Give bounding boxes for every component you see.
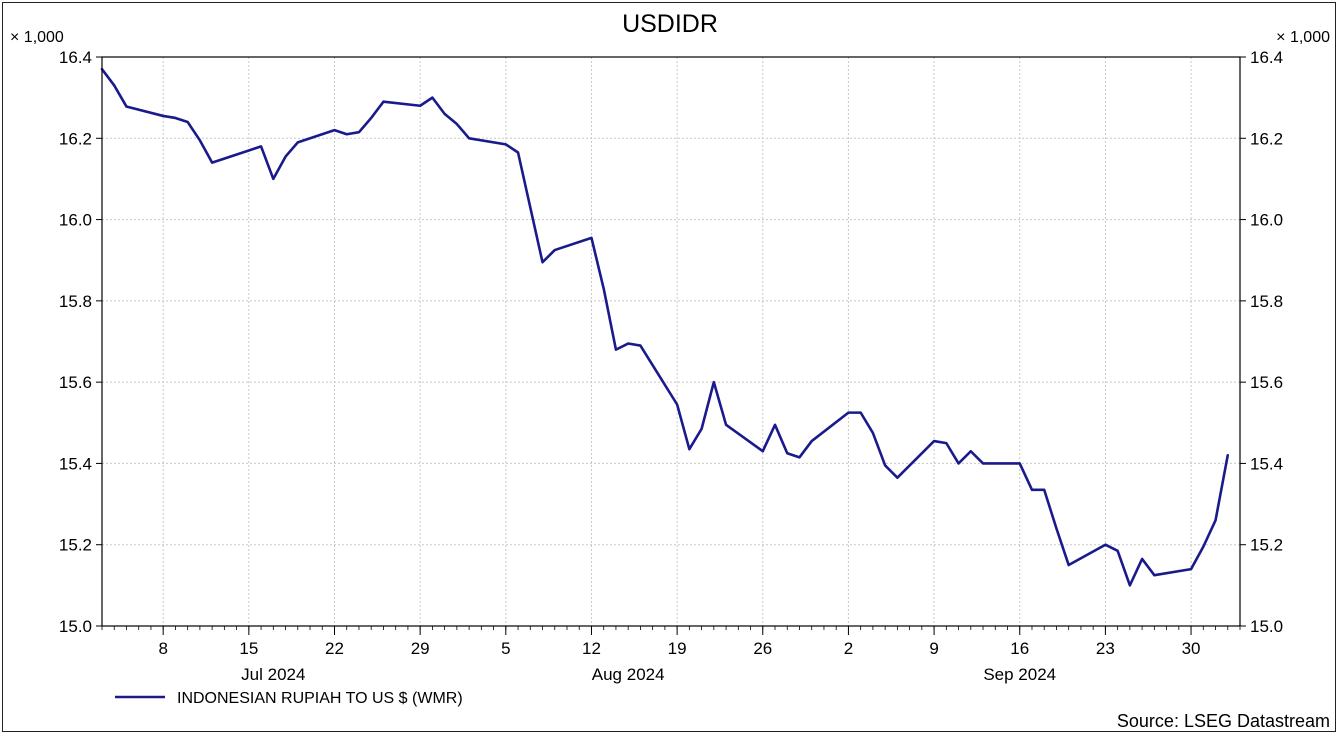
x-tick-label: 15 — [239, 639, 258, 658]
y-tick-label-left: 15.2 — [59, 536, 92, 555]
y-tick-label-right: 16.0 — [1250, 211, 1283, 230]
y-tick-label-right: 15.0 — [1250, 617, 1283, 636]
y-tick-label-right: 15.6 — [1250, 373, 1283, 392]
x-tick-label: 22 — [325, 639, 344, 658]
x-month-label: Sep 2024 — [983, 665, 1056, 684]
y-tick-label-left: 15.6 — [59, 373, 92, 392]
x-tick-label: 26 — [753, 639, 772, 658]
series-layer — [100, 67, 1230, 587]
x-tick-label: 23 — [1096, 639, 1115, 658]
x-tick-label: 8 — [158, 639, 167, 658]
left-unit-label: × 1,000 — [10, 29, 64, 46]
x-month-label: Jul 2024 — [241, 665, 305, 684]
y-tick-label-left: 15.4 — [59, 454, 92, 473]
right-unit-label: × 1,000 — [1276, 29, 1330, 46]
y-tick-label-right: 16.4 — [1250, 48, 1283, 67]
x-tick-label: 29 — [411, 639, 430, 658]
x-tick-label: 9 — [929, 639, 938, 658]
chart-title: USDIDR — [622, 10, 718, 38]
x-tick-label: 30 — [1182, 639, 1201, 658]
y-tick-label-right: 15.4 — [1250, 454, 1283, 473]
y-tick-label-right: 15.8 — [1250, 292, 1283, 311]
y-tick-label-right: 16.2 — [1250, 129, 1283, 148]
legend-label: INDONESIAN RUPIAH TO US $ (WMR) — [177, 690, 463, 707]
x-tick-label: 19 — [668, 639, 687, 658]
y-tick-label-left: 16.2 — [59, 129, 92, 148]
gridlines — [102, 57, 1240, 626]
series-line-idr-per-usd — [100, 67, 1230, 587]
y-tick-label-left: 16.4 — [59, 48, 92, 67]
plot-area-border — [101, 56, 1241, 627]
x-tick-label: 2 — [844, 639, 853, 658]
y-tick-label-right: 15.2 — [1250, 536, 1283, 555]
y-tick-label-left: 16.0 — [59, 211, 92, 230]
x-tick-label: 5 — [501, 639, 510, 658]
source-note: Source: LSEG Datastream — [1117, 711, 1330, 731]
x-month-label: Aug 2024 — [592, 665, 665, 684]
y-tick-label-left: 15.0 — [59, 617, 92, 636]
x-tick-label: 16 — [1010, 639, 1029, 658]
y-tick-label-left: 15.8 — [59, 292, 92, 311]
x-tick-label: 12 — [582, 639, 601, 658]
y-axis-ticks: 15.0 15.0 15.2 15.2 15.4 15.4 15.6 15.6 15.8 15.8… — [59, 48, 1283, 636]
